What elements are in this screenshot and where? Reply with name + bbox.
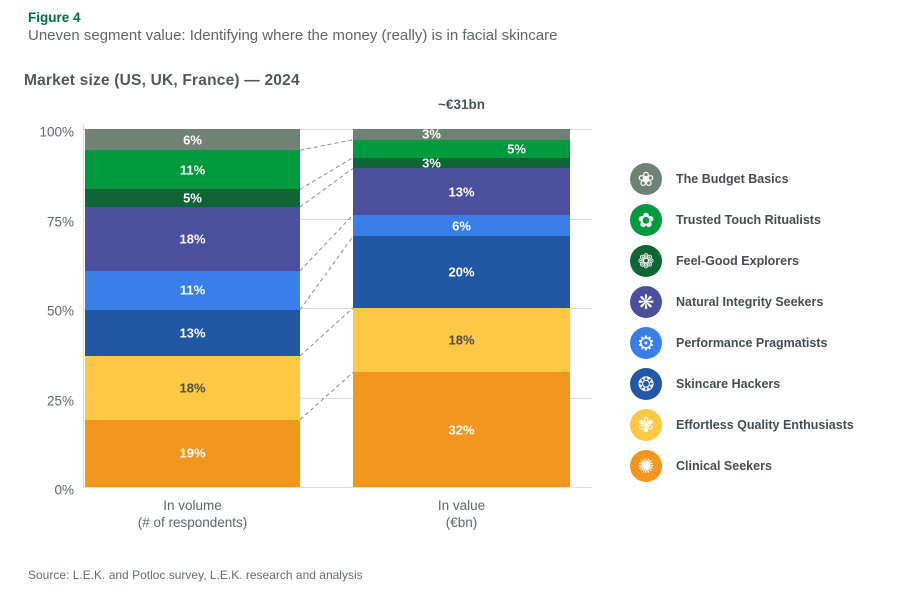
y-tick-label: 100% xyxy=(39,124,74,140)
y-axis-line xyxy=(83,124,84,488)
legend-label: Feel-Good Explorers xyxy=(676,254,799,268)
legend-label: Effortless Quality Enthusiasts xyxy=(676,418,854,432)
segment-value-label: 11% xyxy=(179,162,206,178)
total-value-annotation: ~€31bn xyxy=(438,97,485,112)
bar-segment: 3% xyxy=(353,126,570,142)
x-axis-label-volume-line2: (# of respondents) xyxy=(137,515,248,530)
legend-item: ✿ Trusted Touch Ritualists xyxy=(630,204,821,236)
x-axis-label-value-line1: In value xyxy=(437,498,486,513)
x-axis-label-value: In value (€bn) xyxy=(353,497,570,531)
source-note: Source: L.E.K. and Potloc survey, L.E.K.… xyxy=(28,568,363,582)
skincare-hackers-gear-icon: ❂ xyxy=(630,368,662,400)
figure-subtitle: Uneven segment value: Identifying where … xyxy=(28,27,558,44)
gridline xyxy=(83,129,592,130)
segment-value-label: 11% xyxy=(179,282,206,298)
legend-item: ✺ Clinical Seekers xyxy=(630,450,772,482)
segment-value-label: 18% xyxy=(179,380,206,396)
trusted-touch-flower-icon: ✿ xyxy=(630,204,662,236)
natural-integrity-flower-icon: ❋ xyxy=(630,286,662,318)
connector-dashed-line xyxy=(300,372,353,421)
legend-label: Trusted Touch Ritualists xyxy=(676,213,821,227)
bar-segment: 11% xyxy=(85,270,300,310)
segment-value-label: 20% xyxy=(448,264,475,280)
legend-label: Natural Integrity Seekers xyxy=(676,295,824,309)
legend-label: Clinical Seekers xyxy=(676,459,772,473)
stacked-bar-in-value: 3% 5% 3% 13% 6% 20% 18% 32% xyxy=(353,126,570,487)
legend-item: ❀ The Budget Basics xyxy=(630,163,789,195)
segment-value-label: 6% xyxy=(452,218,471,234)
stacked-bar-in-volume: 6% 11% 5% 18% 11% 13% 18% 19% xyxy=(85,129,300,487)
bar-segment: 19% xyxy=(85,419,300,487)
feel-good-flower-icon: ❁ xyxy=(630,245,662,277)
segment-value-label: 32% xyxy=(448,422,475,438)
x-axis-label-volume-line1: In volume xyxy=(163,498,222,513)
bar-segment: 32% xyxy=(353,372,570,487)
y-tick-label: 75% xyxy=(46,214,74,229)
legend-label: The Budget Basics xyxy=(676,172,789,186)
segment-value-label: 19% xyxy=(179,445,206,461)
bar-segment: 18% xyxy=(353,307,570,373)
legend-item: ❂ Skincare Hackers xyxy=(630,368,780,400)
bar-segment: 13% xyxy=(353,168,570,215)
segment-value-label: 3% xyxy=(422,126,441,142)
bar-segment: 5% xyxy=(353,139,570,158)
bar-segment: 11% xyxy=(85,150,300,190)
bar-segment: 20% xyxy=(353,236,570,308)
bar-segment: 6% xyxy=(353,214,570,237)
legend-label: Performance Pragmatists xyxy=(676,336,828,350)
connector-dashed-line xyxy=(300,214,353,272)
bar-segment: 6% xyxy=(85,129,300,151)
y-tick-label: 50% xyxy=(46,303,74,319)
segment-value-label: 13% xyxy=(179,325,206,341)
gridline xyxy=(83,218,592,220)
connector-dashed-line xyxy=(300,307,353,357)
segment-value-label: 18% xyxy=(179,231,206,247)
gridline xyxy=(83,397,592,399)
gridline xyxy=(83,487,592,488)
segment-value-label: 5% xyxy=(183,190,202,206)
segment-connector-lines xyxy=(300,139,353,421)
segment-value-label: 3% xyxy=(422,155,441,171)
segment-value-label: 5% xyxy=(507,141,526,157)
legend-label: Skincare Hackers xyxy=(676,377,781,391)
bar-segment: 5% xyxy=(85,189,300,207)
bar-segment: 18% xyxy=(85,355,300,420)
x-axis-label-volume: In volume (# of respondents) xyxy=(85,497,300,531)
legend-item: ❋ Natural Integrity Seekers xyxy=(630,286,823,318)
connector-dashed-line xyxy=(300,139,353,151)
y-tick-label: 0% xyxy=(54,482,74,498)
bar-segment: 18% xyxy=(85,206,300,271)
y-tick-label: 25% xyxy=(46,393,74,408)
legend-item: ✾ Effortless Quality Enthusiasts xyxy=(630,409,854,441)
segment-value-label: 18% xyxy=(448,332,475,348)
bar-segment: 3% xyxy=(353,155,570,171)
chart-title: Market size (US, UK, France) — 2024 xyxy=(24,72,300,89)
clinical-seekers-sunburst-icon: ✺ xyxy=(630,450,662,482)
legend-item: ❁ Feel-Good Explorers xyxy=(630,245,799,277)
figure-label: Figure 4 xyxy=(28,10,81,25)
effortless-quality-gear-icon: ✾ xyxy=(630,409,662,441)
legend-item: ⚙ Performance Pragmatists xyxy=(630,327,827,359)
segment-value-label: 6% xyxy=(183,132,202,148)
gridline xyxy=(83,308,592,309)
bar-segment: 13% xyxy=(85,309,300,356)
budget-basics-flower-icon: ❀ xyxy=(630,163,662,195)
segment-value-label: 13% xyxy=(448,184,475,200)
x-axis-label-value-line2: (€bn) xyxy=(445,515,478,530)
performance-gear-icon: ⚙ xyxy=(630,327,662,359)
connector-dashed-line xyxy=(300,167,353,208)
connector-dashed-line xyxy=(300,157,353,190)
connector-dashed-line xyxy=(300,236,353,311)
